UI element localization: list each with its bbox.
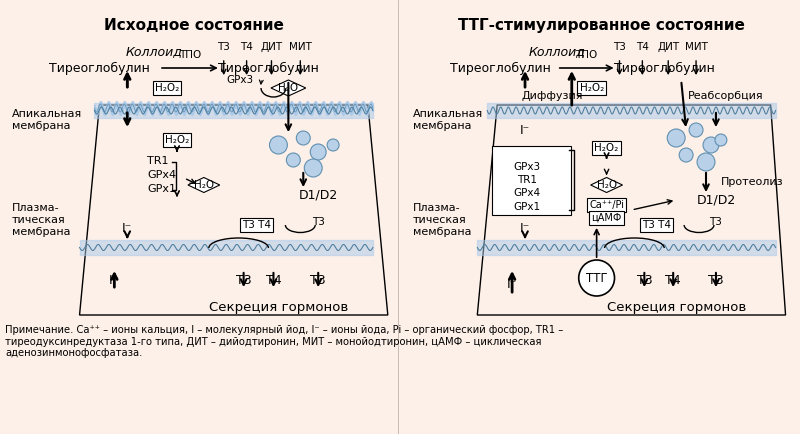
FancyBboxPatch shape bbox=[492, 146, 570, 215]
Text: Т3: Т3 bbox=[637, 273, 652, 286]
Circle shape bbox=[310, 144, 326, 160]
Circle shape bbox=[270, 136, 287, 154]
Text: Апикальная
мембрана: Апикальная мембрана bbox=[12, 109, 82, 131]
Circle shape bbox=[296, 131, 310, 145]
Text: ДИТ: ДИТ bbox=[657, 42, 679, 52]
Text: Секреция гормонов: Секреция гормонов bbox=[209, 302, 348, 315]
Polygon shape bbox=[590, 178, 622, 193]
Text: Т3: Т3 bbox=[613, 42, 626, 52]
Circle shape bbox=[689, 123, 703, 137]
Text: Т3: Т3 bbox=[708, 273, 724, 286]
Circle shape bbox=[578, 260, 614, 296]
Circle shape bbox=[327, 139, 339, 151]
Text: МИТ: МИТ bbox=[289, 42, 312, 52]
Text: Т4: Т4 bbox=[240, 42, 253, 52]
Text: H₂O: H₂O bbox=[597, 180, 617, 190]
Text: GPx3
TR1
GPx4
GPx1: GPx3 TR1 GPx4 GPx1 bbox=[514, 162, 541, 212]
Text: Коллоид: Коллоид bbox=[529, 45, 586, 58]
Text: GPx3: GPx3 bbox=[226, 75, 254, 85]
FancyBboxPatch shape bbox=[5, 25, 388, 320]
Text: Тиреоглобулин: Тиреоглобулин bbox=[450, 62, 550, 75]
Text: Плазма-
тическая
мембрана: Плазма- тическая мембрана bbox=[413, 204, 471, 237]
Text: Примечание. Ca⁺⁺ – ионы кальция, I – молекулярный йод, I⁻ – ионы йода, Pi – орга: Примечание. Ca⁺⁺ – ионы кальция, I – мол… bbox=[5, 325, 563, 358]
Text: Ca⁺⁺/Pi: Ca⁺⁺/Pi bbox=[589, 200, 624, 210]
Text: I⁻: I⁻ bbox=[122, 221, 133, 234]
Text: ТТГ-стимулированное состояние: ТТГ-стимулированное состояние bbox=[458, 18, 745, 33]
Text: H₂O₂: H₂O₂ bbox=[155, 83, 179, 93]
Text: Т3 Т4: Т3 Т4 bbox=[242, 220, 271, 230]
Text: ТТГ: ТТГ bbox=[586, 272, 607, 285]
Circle shape bbox=[286, 153, 300, 167]
Text: Коллоид: Коллоид bbox=[126, 45, 182, 58]
Text: цАМФ: цАМФ bbox=[591, 213, 622, 223]
Text: Апикальная
мембрана: Апикальная мембрана bbox=[413, 109, 483, 131]
Circle shape bbox=[715, 134, 727, 146]
Text: Тиреоглобулин: Тиреоглобулин bbox=[49, 62, 150, 75]
Text: ТПО: ТПО bbox=[575, 50, 598, 60]
Text: Тиреоглобулин: Тиреоглобулин bbox=[614, 62, 714, 75]
Circle shape bbox=[697, 153, 715, 171]
Text: H₂O: H₂O bbox=[278, 83, 298, 93]
Text: Т4: Т4 bbox=[636, 42, 649, 52]
Text: Т4: Т4 bbox=[666, 273, 681, 286]
Polygon shape bbox=[271, 80, 306, 96]
Text: H₂O₂: H₂O₂ bbox=[579, 83, 604, 93]
Text: ТПО: ТПО bbox=[179, 50, 201, 60]
Text: Тиреоглобулин: Тиреоглобулин bbox=[218, 62, 319, 75]
Text: H₂O₂: H₂O₂ bbox=[165, 135, 189, 145]
Circle shape bbox=[304, 159, 322, 177]
Text: D1/D2: D1/D2 bbox=[298, 188, 338, 201]
Polygon shape bbox=[188, 178, 220, 193]
Text: Т3: Т3 bbox=[310, 273, 326, 286]
Text: Исходное состояние: Исходное состояние bbox=[104, 18, 284, 33]
Text: H₂O: H₂O bbox=[194, 180, 214, 190]
Text: Секреция гормонов: Секреция гормонов bbox=[606, 302, 746, 315]
Circle shape bbox=[679, 148, 693, 162]
Text: Плазма-
тическая
мембрана: Плазма- тическая мембрана bbox=[12, 204, 70, 237]
Text: I: I bbox=[523, 78, 527, 91]
Text: I⁻: I⁻ bbox=[520, 124, 530, 137]
Text: H₂O₂: H₂O₂ bbox=[594, 143, 618, 153]
Text: Реабсорбция: Реабсорбция bbox=[688, 91, 764, 101]
Circle shape bbox=[703, 137, 719, 153]
Text: Т3: Т3 bbox=[312, 217, 325, 227]
Text: Диффузия: Диффузия bbox=[521, 91, 582, 101]
Text: Т4: Т4 bbox=[266, 273, 282, 286]
Circle shape bbox=[667, 129, 685, 147]
Text: Т3: Т3 bbox=[710, 217, 722, 227]
Text: I⁻: I⁻ bbox=[110, 273, 119, 286]
Text: I⁻: I⁻ bbox=[507, 279, 518, 292]
Text: D1/D2: D1/D2 bbox=[696, 194, 735, 207]
Text: I⁻: I⁻ bbox=[520, 221, 530, 234]
Text: TR1
GPx4
GPx1: TR1 GPx4 GPx1 bbox=[147, 156, 176, 194]
Text: I: I bbox=[126, 78, 129, 91]
Text: Т3 Т4: Т3 Т4 bbox=[642, 220, 670, 230]
Text: ДИТ: ДИТ bbox=[261, 42, 282, 52]
Text: Т3: Т3 bbox=[218, 42, 230, 52]
Text: Протеолиз: Протеолиз bbox=[721, 177, 783, 187]
Text: МИТ: МИТ bbox=[685, 42, 707, 52]
Text: Т3: Т3 bbox=[236, 273, 251, 286]
